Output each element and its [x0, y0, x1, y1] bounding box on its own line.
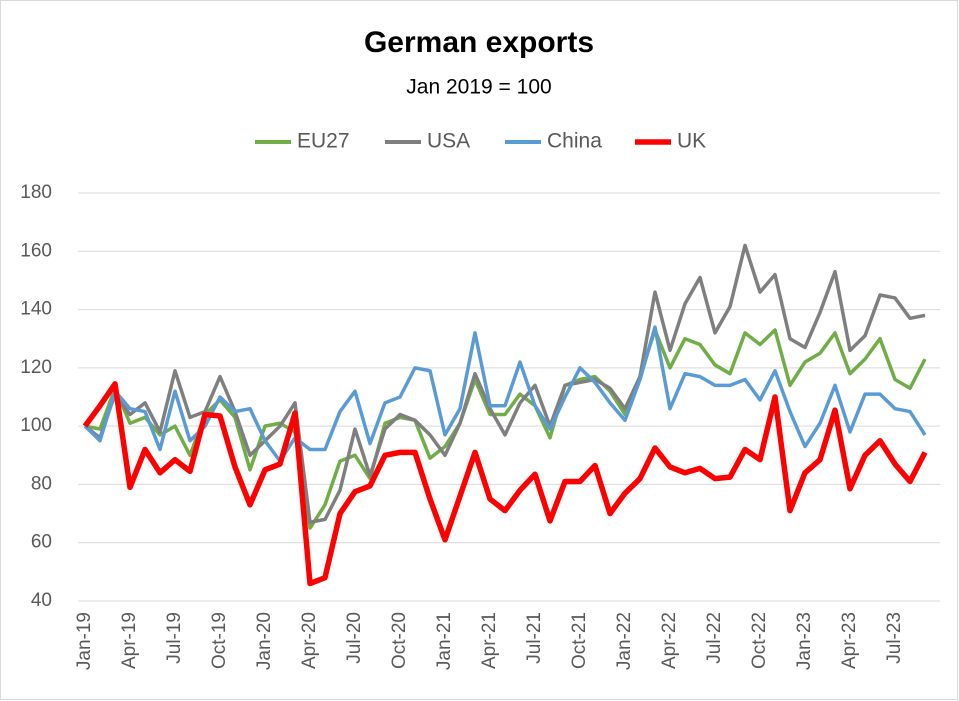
x-tick-label: Jul-21 — [524, 612, 545, 664]
x-tick-label: Oct-20 — [389, 612, 410, 669]
x-tick-label: Oct-19 — [209, 612, 230, 669]
x-tick-label: Jan-20 — [254, 612, 275, 670]
series-line — [83, 243, 926, 525]
y-tick-label: 100 — [20, 415, 52, 436]
x-tick-label: Jul-22 — [704, 612, 725, 664]
x-tick-label: Jul-20 — [344, 612, 365, 664]
legend-label: EU27 — [297, 130, 350, 153]
series-line — [83, 325, 927, 463]
x-tick-label: Jan-23 — [794, 612, 815, 670]
x-tick-label: Jan-21 — [434, 612, 455, 670]
chart-title: German exports — [364, 26, 594, 59]
x-tick-label: Apr-22 — [659, 612, 680, 669]
x-tick-label: Oct-22 — [749, 612, 770, 669]
series-line — [82, 381, 928, 587]
y-tick-label: 60 — [31, 532, 52, 553]
y-tick-label: 140 — [20, 299, 52, 320]
x-tick-label: Apr-19 — [119, 612, 140, 669]
y-tick-label: 120 — [20, 357, 52, 378]
x-tick-label: Jan-22 — [614, 612, 635, 670]
x-tick-label: Jan-19 — [74, 612, 95, 670]
x-tick-label: Oct-21 — [569, 612, 590, 669]
legend-label: UK — [677, 130, 706, 153]
y-tick-label: 160 — [20, 240, 52, 261]
series-line — [84, 328, 927, 530]
y-tick-label: 180 — [20, 182, 52, 203]
x-tick-label: Apr-21 — [479, 612, 500, 669]
y-tick-label: 40 — [31, 590, 52, 611]
y-tick-label: 80 — [31, 473, 52, 494]
x-tick-label: Apr-20 — [299, 612, 320, 669]
x-tick-label: Jul-19 — [164, 612, 185, 664]
x-tick-label: Apr-23 — [839, 612, 860, 669]
legend-label: China — [547, 130, 602, 153]
chart-subtitle: Jan 2019 = 100 — [406, 76, 551, 99]
x-tick-label: Jul-23 — [884, 612, 905, 664]
legend-label: USA — [427, 130, 470, 153]
